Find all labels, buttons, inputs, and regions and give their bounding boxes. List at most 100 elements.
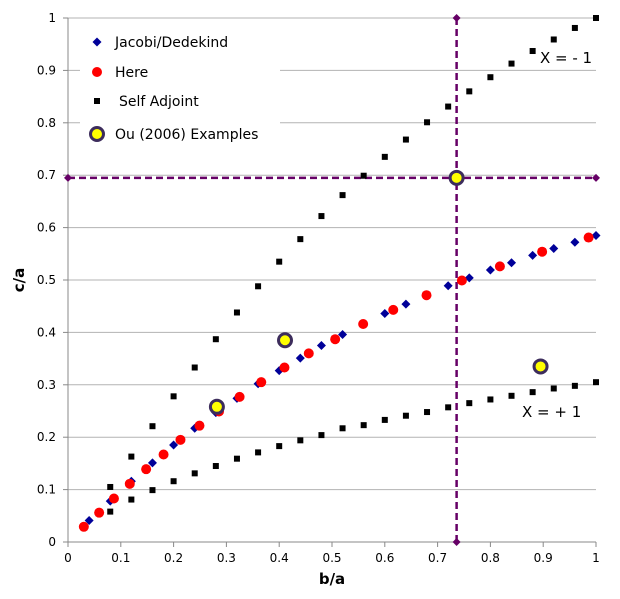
gridlines: [68, 17, 596, 491]
data-point: [175, 434, 186, 445]
data-point: [169, 440, 179, 450]
data-point: [591, 230, 601, 240]
data-point: [147, 458, 157, 468]
data-point: [170, 478, 177, 485]
data-point: [443, 281, 453, 291]
data-point: [571, 382, 578, 389]
data-point: [233, 309, 240, 316]
data-point: [234, 391, 245, 402]
data-point: [316, 341, 326, 350]
annotation-x-minus-1: X = - 1: [540, 49, 592, 67]
data-point: [549, 244, 559, 254]
data-point: [158, 449, 169, 460]
data-point: [233, 455, 240, 462]
data-point: [360, 172, 367, 179]
data-point: [318, 213, 325, 220]
data-point: [84, 516, 94, 526]
data-point: [107, 508, 114, 515]
data-point: [255, 283, 262, 290]
data-point: [537, 246, 548, 257]
data-point: [487, 74, 494, 81]
data-point: [339, 425, 346, 432]
data-point: [149, 487, 156, 494]
data-point: [570, 237, 580, 247]
data-point: [424, 409, 431, 416]
data-point: [381, 153, 388, 160]
data-point: [529, 48, 536, 55]
y-tick-label: 0.5: [37, 273, 56, 287]
data-point: [466, 88, 473, 95]
x-tick-label: 0.8: [481, 551, 500, 565]
data-point: [108, 493, 119, 504]
data-point: [338, 329, 348, 339]
data-point: [487, 396, 494, 403]
x-tick-label: 0.6: [375, 551, 394, 565]
data-point: [277, 332, 294, 349]
data-point: [508, 392, 515, 399]
legend-label: Ou (2006) Examples: [115, 127, 258, 143]
series-ou-2006-examples: [208, 169, 549, 415]
y-tick-label: 0.6: [37, 221, 56, 235]
data-point: [107, 483, 114, 490]
data-point: [339, 192, 346, 199]
data-point: [508, 60, 515, 67]
data-point: [402, 412, 409, 419]
data-point: [94, 507, 105, 518]
data-point: [593, 15, 599, 21]
y-tick-label: 1: [48, 11, 56, 25]
x-tick-label: 1: [592, 551, 600, 565]
legend-marker-circle: [92, 67, 102, 77]
x-tick-label: 0.5: [322, 551, 341, 565]
annotation-x-plus-1: X = + 1: [522, 403, 581, 421]
reference-line-end-marker: [64, 173, 72, 182]
data-point: [191, 470, 198, 477]
legend-marker-square: [94, 98, 100, 104]
data-point: [464, 273, 474, 283]
data-point: [529, 389, 536, 396]
data-point: [485, 265, 495, 275]
data-point: [141, 464, 152, 475]
x-tick-label: 0.9: [534, 551, 553, 565]
y-tick-label: 0.9: [37, 63, 56, 77]
x-axis-label: b/a: [319, 570, 345, 588]
data-point: [297, 437, 304, 444]
y-tick-label: 0: [48, 535, 56, 549]
data-point: [124, 478, 135, 489]
data-point: [380, 309, 390, 319]
data-point: [128, 496, 135, 503]
data-point: [466, 400, 473, 407]
data-point: [191, 364, 198, 371]
data-point: [456, 275, 467, 286]
data-point: [528, 250, 538, 260]
data-point: [583, 232, 594, 243]
data-point: [445, 103, 452, 110]
data-point: [401, 299, 411, 309]
reference-line-end-marker: [452, 538, 461, 546]
data-point: [208, 398, 225, 415]
data-point: [445, 404, 452, 411]
data-point: [448, 169, 465, 186]
legend-marker-diamond: [92, 37, 102, 47]
data-point: [381, 416, 388, 423]
data-point: [279, 362, 290, 373]
x-tick-label: 0.3: [217, 551, 236, 565]
data-point: [424, 119, 431, 126]
x-tick-label: 0.4: [270, 551, 289, 565]
data-point: [297, 236, 304, 243]
data-point: [255, 449, 262, 456]
reference-lines: [64, 14, 600, 546]
legend-label: Jacobi/Dedekind: [114, 35, 228, 51]
y-axis-label: c/a: [10, 268, 28, 293]
data-point: [388, 304, 399, 315]
x-tick-label: 0.1: [111, 551, 130, 565]
y-tick-label: 0.4: [37, 325, 56, 339]
data-point: [360, 422, 367, 429]
data-point: [276, 443, 283, 450]
data-point: [212, 463, 219, 470]
data-point: [295, 353, 305, 363]
series-jacobi-dedekind: [84, 230, 601, 526]
data-point: [318, 432, 325, 439]
data-point: [421, 290, 432, 301]
y-tick-label: 0.1: [37, 483, 56, 497]
